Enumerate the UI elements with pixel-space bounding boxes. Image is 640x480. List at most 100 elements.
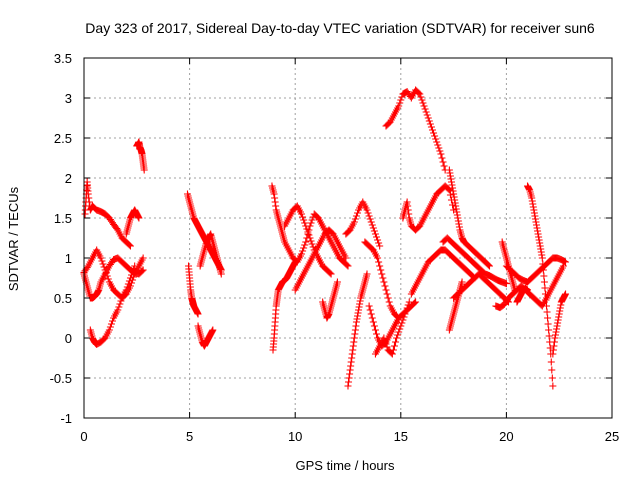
data-point-interp [539,266,547,274]
series-arc-m [281,202,335,278]
data-point-interp [392,338,400,346]
data-point-interp [541,290,549,298]
data-point-interp [440,162,448,170]
data-point [298,250,306,258]
data-point [122,286,130,294]
data-point-interp [444,185,452,193]
data-point-interp [301,219,309,227]
data-point-interp [366,215,374,223]
data-point [365,302,373,310]
data-point [376,242,384,250]
data-point-interp [431,132,439,140]
series-arc-o [319,278,341,322]
data-point-interp [370,227,378,235]
data-point [217,270,225,278]
data-point [126,242,134,250]
data-point-interp [548,374,556,382]
data-points-layer [80,86,570,390]
data-point-interp [435,144,443,152]
data-point-interp [100,263,108,271]
data-point-interp [326,269,334,277]
series-arc-e [133,138,148,174]
y-tick-label: 1.5 [54,211,72,226]
data-point [139,254,147,262]
data-point [302,222,310,230]
series-arc-ab [492,262,567,312]
data-point-interp [560,257,568,265]
data-point-interp [104,275,112,283]
data-point-interp [106,323,114,331]
data-point-interp [544,314,552,322]
data-point-interp [303,225,311,233]
series-arc-aa [445,278,466,334]
data-point-interp [130,265,138,273]
data-point [538,254,546,262]
data-point-interp [123,283,131,291]
data-point-interp [117,297,125,305]
data-point-interp [390,342,398,350]
x-tick-label: 20 [499,429,513,444]
data-point-interp [124,280,132,288]
data-point-interp [394,331,402,339]
data-point-interp [430,129,438,137]
data-point-interp [128,271,136,279]
data-point-interp [402,307,410,315]
data-point-interp [373,233,381,241]
y-tick-label: 3.5 [54,51,72,66]
data-point-interp [422,108,430,116]
data-point-interp [354,209,362,217]
data-point [545,326,553,334]
data-point [374,254,382,262]
y-tick-label: -1 [60,411,72,426]
data-point-interp [116,300,124,308]
series-arc-n [291,226,350,294]
data-point [524,286,532,294]
data-point-interp [351,215,359,223]
data-point [302,238,310,246]
data-point [139,266,147,274]
data-point-interp [385,298,393,306]
data-point [393,334,401,342]
y-tick-label: 3 [65,91,72,106]
data-point-interp [400,313,408,321]
data-point [540,278,548,286]
x-tick-label: 15 [394,429,408,444]
data-point [412,298,420,306]
data-point-interp [415,89,423,97]
data-point [333,278,341,286]
data-point [306,234,314,242]
series-arc-ag [513,284,532,306]
data-point [424,114,432,122]
series-arc-ae [549,290,570,358]
data-point-interp [383,343,391,351]
data-point-interp [374,236,382,244]
x-tick-label: 0 [80,429,87,444]
data-point-interp [427,123,435,131]
data-point-interp [352,212,360,220]
data-point-interp [301,241,309,249]
data-point-interp [545,332,553,340]
data-point-interp [383,290,391,298]
data-point-interp [389,346,397,354]
data-point-interp [125,241,133,249]
series-arc-q [342,198,384,250]
data-point [562,290,570,298]
data-point-interp [300,244,308,252]
data-point-interp [434,141,442,149]
data-point-interp [399,316,407,324]
data-point [97,254,105,262]
data-point-interp [446,191,454,199]
data-point-interp [115,303,123,311]
data-point-interp [436,147,444,155]
data-point-interp [343,261,351,269]
x-axis-label: GPS time / hours [296,458,395,473]
data-point [437,150,445,158]
series-arc-ad [524,182,557,390]
data-point-interp [542,296,550,304]
data-point-interp [439,158,447,166]
data-point-interp [83,264,91,272]
data-point-interp [368,314,376,322]
data-point-interp [397,96,405,104]
data-point-interp [379,274,387,282]
